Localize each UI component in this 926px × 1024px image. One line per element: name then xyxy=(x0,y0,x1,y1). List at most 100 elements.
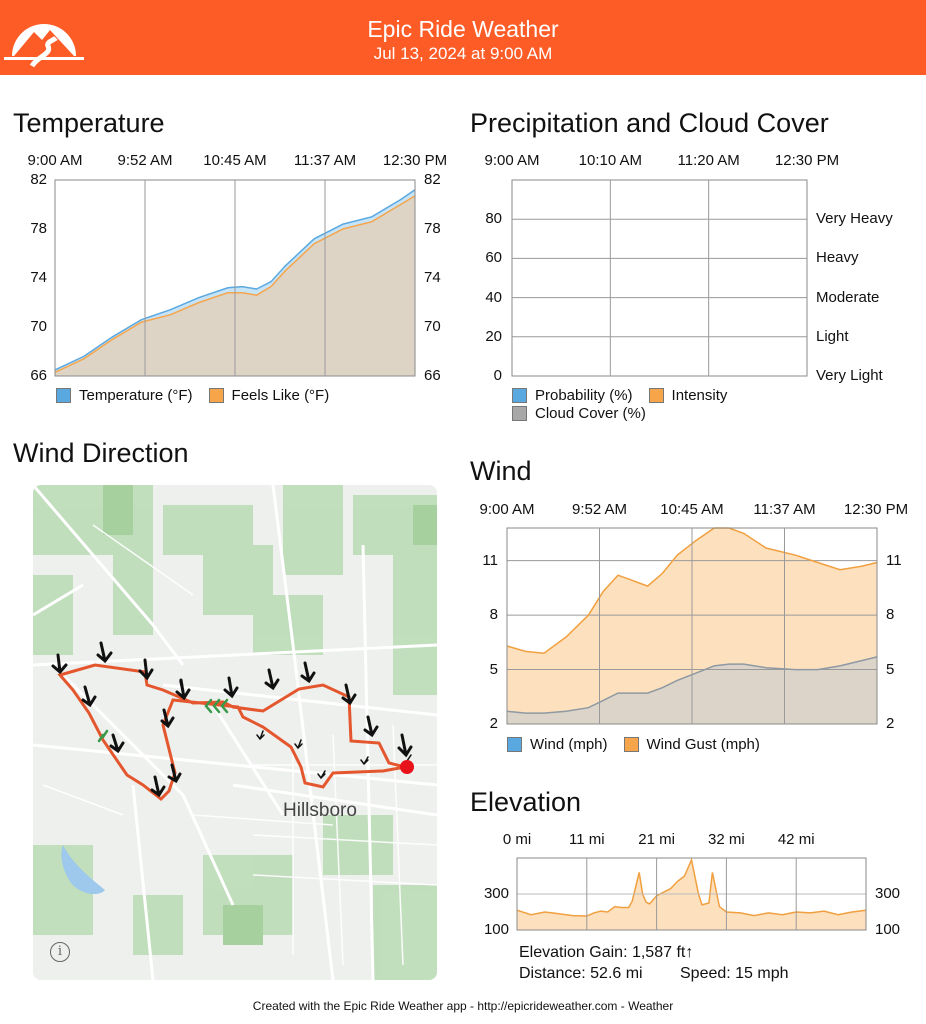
precipitation-x-tick: 9:00 AM xyxy=(484,152,540,169)
precipitation-y-tick: 20 xyxy=(485,327,502,345)
precipitation-title: Precipitation and Cloud Cover xyxy=(470,108,829,138)
legend-swatch-intensity xyxy=(648,388,664,403)
precipitation-legend-row1: Probability (%) Intensity xyxy=(512,387,727,404)
temperature-x-tick: 12:30 PM xyxy=(382,152,448,169)
elevation-line xyxy=(516,857,867,917)
wind-y-tick-right: 2 xyxy=(886,715,895,732)
map-info-icon[interactable]: i xyxy=(50,942,70,962)
map-city-label: Hillsboro xyxy=(283,800,357,821)
wind-x-tick: 12:30 PM xyxy=(843,501,909,518)
feels-like-line xyxy=(54,195,416,373)
precipitation-intensity-tick: Very Heavy xyxy=(816,210,893,228)
elevation-x-tick: 0 mi xyxy=(502,831,532,848)
temperature-line xyxy=(54,189,416,371)
temperature-y-tick-left: 70 xyxy=(30,318,47,335)
tailwind-chevrons xyxy=(97,698,229,743)
footer-credit: Created with the Epic Ride Weather app -… xyxy=(0,999,926,1013)
elevation-y-tick-right: 300 xyxy=(875,885,901,902)
wind-line xyxy=(506,656,878,714)
wind-arrows xyxy=(51,641,413,798)
ride-date: Jul 13, 2024 at 9:00 AM xyxy=(373,44,553,63)
legend-label-feels-like: Feels Like (°F) xyxy=(231,387,330,404)
legend-swatch-probability xyxy=(512,388,527,403)
temperature-y-tick-left: 82 xyxy=(30,171,47,188)
precipitation-intensity-tick: Very Light xyxy=(816,367,883,384)
wind-y-tick-left: 5 xyxy=(489,660,498,678)
elevation-y-tick-left: 100 xyxy=(483,921,509,938)
temperature-y-tick-right: 66 xyxy=(424,367,441,384)
elevation-x-tick: 21 mi xyxy=(638,831,675,848)
wind-y-tick-right: 8 xyxy=(886,606,895,624)
legend-swatch-wind-gust xyxy=(623,737,639,752)
ride-distance: Distance: 52.6 mi xyxy=(519,965,643,982)
precipitation-x-tick: 11:20 AM xyxy=(677,152,740,169)
wind-y-tick-left: 8 xyxy=(489,606,498,624)
legend-label-wind-gust: Wind Gust (mph) xyxy=(646,736,760,753)
temperature-y-tick-right: 74 xyxy=(424,269,441,286)
precipitation-intensity-tick: Moderate xyxy=(816,288,880,306)
temperature-y-tick-left: 78 xyxy=(30,220,47,237)
elevation-x-tick: 42 mi xyxy=(777,831,815,848)
wind-y-tick-left: 11 xyxy=(482,551,498,569)
temperature-y-tick-left: 74 xyxy=(30,269,47,286)
elevation-chart xyxy=(516,857,867,931)
legend-swatch-wind xyxy=(507,737,522,752)
precipitation-y-tick: 0 xyxy=(493,367,502,384)
temperature-x-tick: 11:37 AM xyxy=(293,152,357,169)
wind-direction-map[interactable] xyxy=(33,485,437,980)
wind-y-tick-left: 2 xyxy=(489,715,498,732)
small-wind-arrows xyxy=(179,680,412,780)
legend-swatch-temperature xyxy=(56,388,71,403)
temperature-y-tick-right: 70 xyxy=(424,318,441,335)
route-start-marker xyxy=(400,760,414,774)
temperature-y-tick-right: 82 xyxy=(424,171,441,188)
temperature-chart xyxy=(54,179,416,377)
temperature-legend: Temperature (°F) Feels Like (°F) xyxy=(56,387,329,404)
precipitation-intensity-tick: Light xyxy=(816,327,849,345)
ride-speed: Speed: 15 mph xyxy=(680,965,789,982)
precipitation-y-tick: 80 xyxy=(485,210,502,228)
wind-direction-title: Wind Direction xyxy=(13,438,189,468)
legend-label-intensity: Intensity xyxy=(671,387,728,404)
plot-frame xyxy=(516,857,867,931)
wind-x-tick: 10:45 AM xyxy=(660,501,724,518)
mountain-road-logo-icon xyxy=(4,24,84,68)
legend-label-wind: Wind (mph) xyxy=(530,736,608,753)
wind-title: Wind xyxy=(470,456,532,486)
wind-y-tick-right: 5 xyxy=(886,660,895,678)
wind-x-tick: 9:52 AM xyxy=(571,501,628,518)
legend-label-cloud-cover: Cloud Cover (%) xyxy=(535,405,646,422)
wind-legend: Wind (mph) Wind Gust (mph) xyxy=(507,736,760,753)
precipitation-y-tick: 60 xyxy=(485,249,502,267)
footer-text: Created with the Epic Ride Weather app -… xyxy=(252,999,674,1013)
wind-gust-line xyxy=(506,527,878,654)
temperature-title: Temperature xyxy=(13,108,165,138)
precipitation-intensity-tick: Heavy xyxy=(816,249,859,267)
wind-chart xyxy=(506,527,878,725)
legend-label-probability: Probability (%) xyxy=(535,387,633,404)
temperature-x-tick: 9:52 AM xyxy=(117,152,173,169)
precipitation-chart xyxy=(511,179,808,377)
plot-frame xyxy=(511,179,808,377)
wind-x-tick: 9:00 AM xyxy=(479,501,535,518)
elevation-y-tick-right: 100 xyxy=(875,921,901,938)
legend-swatch-feels-like xyxy=(208,388,224,403)
elevation-x-tick: 32 mi xyxy=(708,831,745,848)
wind-y-tick-right: 11 xyxy=(886,551,902,569)
app-header: Epic Ride Weather Jul 13, 2024 at 9:00 A… xyxy=(0,0,926,75)
temperature-x-tick: 9:00 AM xyxy=(27,152,83,169)
precipitation-x-tick: 10:10 AM xyxy=(578,152,643,169)
map-canvas xyxy=(33,485,437,980)
legend-label-temperature: Temperature (°F) xyxy=(79,387,193,404)
elevation-area xyxy=(517,859,866,930)
elevation-y-tick-left: 300 xyxy=(483,885,509,902)
temperature-y-tick-right: 78 xyxy=(424,220,441,237)
elevation-gain: Elevation Gain: 1,587 ft↑ xyxy=(519,944,694,961)
precipitation-y-tick: 40 xyxy=(485,288,502,306)
precipitation-x-tick: 12:30 PM xyxy=(774,152,840,169)
wind-x-tick: 11:37 AM xyxy=(753,501,816,518)
temperature-y-tick-left: 66 xyxy=(30,367,47,384)
elevation-title: Elevation xyxy=(470,787,582,817)
temperature-x-tick: 10:45 AM xyxy=(203,152,267,169)
legend-swatch-cloud-cover xyxy=(512,406,527,421)
